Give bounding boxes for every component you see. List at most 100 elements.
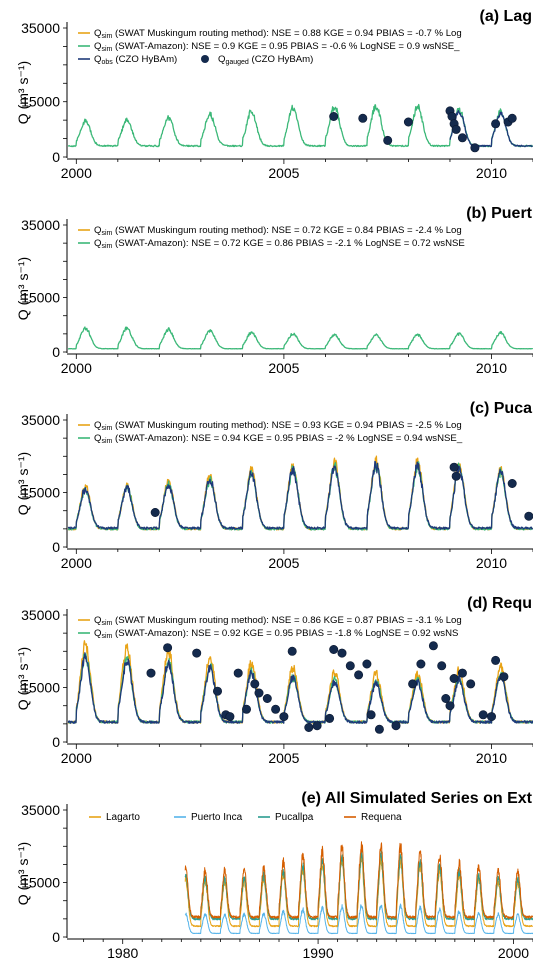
- series-line-qsim-swat-amazon-: [68, 326, 533, 350]
- legend-symbol: Q: [94, 238, 101, 249]
- series-line-qsim-swat-muskingum-routing-method-: [68, 455, 533, 531]
- gauged-point: [304, 722, 314, 732]
- panel-3: 0 15000 35000 2000 2005 2010 Q (m³ s⁻¹) (c) Puc…: [15, 400, 533, 571]
- series-line-puerto-inca: [184, 903, 533, 935]
- legend: Qsim (SWAT Muskingum routing method): NS…: [78, 225, 465, 250]
- gauged-point: [391, 721, 401, 731]
- legend-subscript: obs: [101, 59, 113, 66]
- gauged-point: [362, 659, 372, 669]
- panel-title: (b) Puert: [466, 205, 532, 222]
- legend-entry: Qsim (SWAT-Amazon): NSE = 0.9 KGE = 0.95…: [94, 41, 460, 53]
- legend-entry: Qsim (SWAT-Amazon): NSE = 0.72 KGE = 0.8…: [94, 238, 465, 250]
- gauged-point: [470, 143, 480, 153]
- gauged-point: [163, 643, 173, 653]
- legend-entry: Lagarto: [106, 812, 140, 823]
- panel-title: (e) All Simulated Series on Ext: [301, 790, 532, 807]
- legend-subscript: sim: [101, 243, 112, 250]
- gauged-point: [271, 704, 281, 714]
- legend-text: (CZO HyBAm): [113, 54, 178, 65]
- x-tick-label: 2000: [61, 750, 92, 766]
- panel-title: (d) Requ: [467, 595, 532, 612]
- x-tick-label: 1990: [303, 945, 334, 961]
- y-tick-label: 0: [52, 344, 60, 360]
- gauged-point: [146, 668, 156, 678]
- legend: Lagarto Puerto Inca Pucallpa Requena: [89, 812, 402, 823]
- gauged-point: [445, 701, 455, 711]
- gauged-point: [524, 511, 533, 521]
- legend-symbol: Q: [94, 225, 101, 236]
- x-tick-label: 1980: [107, 945, 138, 961]
- x-tick-label: 2005: [268, 555, 299, 571]
- plot-area: [68, 326, 533, 350]
- y-tick-label: 35000: [21, 217, 60, 233]
- y-tick-label: 35000: [21, 607, 60, 623]
- gauged-point: [457, 133, 467, 143]
- legend-entry: Qsim (SWAT Muskingum routing method): NS…: [94, 225, 462, 237]
- x-tick-label: 2000: [61, 360, 92, 376]
- y-tick-label: 0: [52, 149, 60, 165]
- series-line-qobs-czo-hybam-: [68, 652, 533, 724]
- y-tick-label: 35000: [21, 412, 60, 428]
- gauged-point: [437, 661, 447, 671]
- legend-symbol: Q: [94, 54, 101, 65]
- gauged-point: [287, 646, 297, 656]
- legend-text: (SWAT Muskingum routing method): NSE = 0…: [112, 28, 461, 39]
- legend-symbol: Q: [94, 433, 101, 444]
- legend-symbol: Q: [94, 628, 101, 639]
- gauged-point: [354, 670, 364, 680]
- panel-title: (c) Puca: [470, 400, 532, 417]
- legend-subscript: sim: [101, 33, 112, 40]
- y-tick-label: 35000: [21, 802, 60, 818]
- legend-entry: Qsim (SWAT Muskingum routing method): NS…: [94, 615, 462, 627]
- y-tick-label: 35000: [21, 20, 60, 36]
- legend-entry: Requena: [361, 812, 402, 823]
- gauged-point: [262, 693, 272, 703]
- plot-area: [184, 841, 533, 935]
- gauged-point: [408, 679, 418, 689]
- x-tick-label: 2000: [61, 165, 92, 181]
- legend-text: (SWAT-Amazon): NSE = 0.94 KGE = 0.95 PBI…: [112, 433, 462, 444]
- gauged-point: [345, 661, 355, 671]
- series-line-qsim-swat-muskingum-routing-method-: [68, 640, 533, 724]
- legend-entry: Qsim (SWAT-Amazon): NSE = 0.94 KGE = 0.9…: [94, 433, 463, 445]
- x-tick-label: 2010: [476, 165, 507, 181]
- legend-subscript: sim: [101, 230, 112, 237]
- gauged-point: [250, 679, 260, 689]
- gauged-point: [213, 686, 223, 696]
- legend-symbol: Q: [94, 41, 101, 52]
- legend-entry: Qgauged (CZO HyBAm): [218, 54, 313, 66]
- legend-entry: Pucallpa: [275, 812, 314, 823]
- y-axis-label: Q (m³ s⁻¹): [15, 842, 31, 905]
- legend-symbol: Q: [94, 28, 101, 39]
- y-tick-label: 15000: [21, 875, 60, 891]
- x-tick-label: 2005: [268, 360, 299, 376]
- gauged-point: [486, 712, 496, 722]
- x-tick-label: 2005: [268, 750, 299, 766]
- x-tick-label: 2010: [476, 555, 507, 571]
- series-line-qsim-swat-amazon-: [68, 461, 533, 531]
- gauged-point: [491, 119, 501, 129]
- legend-symbol: Q: [94, 420, 101, 431]
- legend-entry: Qsim (SWAT Muskingum routing method): NS…: [94, 28, 462, 40]
- legend-text: (SWAT-Amazon): NSE = 0.9 KGE = 0.95 PBIA…: [112, 41, 460, 52]
- gauged-point: [192, 648, 202, 658]
- gauged-point: [383, 135, 393, 145]
- y-tick-label: 15000: [21, 94, 60, 110]
- x-tick-label: 2010: [476, 360, 507, 376]
- x-tick-label: 2000: [498, 945, 529, 961]
- legend-entry: Qsim (SWAT Muskingum routing method): NS…: [94, 420, 462, 432]
- x-tick-label: 2010: [476, 750, 507, 766]
- x-tick-label: 2000: [61, 555, 92, 571]
- panel-4: 0 15000 35000 2000 2005 2010 Q (m³ s⁻¹) (d) Req…: [15, 595, 533, 766]
- gauged-point: [312, 721, 322, 731]
- gauged-point: [449, 462, 459, 472]
- legend-entry: Qsim (SWAT-Amazon): NSE = 0.92 KGE = 0.9…: [94, 628, 458, 640]
- gauged-point: [449, 673, 459, 683]
- y-axis-label: Q (m³ s⁻¹): [15, 257, 31, 320]
- y-tick-label: 0: [52, 734, 60, 750]
- plot-area: [68, 455, 533, 531]
- series-line-qobs-czo-hybam-: [449, 110, 533, 148]
- y-axis-label: Q (m³ s⁻¹): [15, 61, 31, 124]
- gauged-point: [507, 478, 517, 488]
